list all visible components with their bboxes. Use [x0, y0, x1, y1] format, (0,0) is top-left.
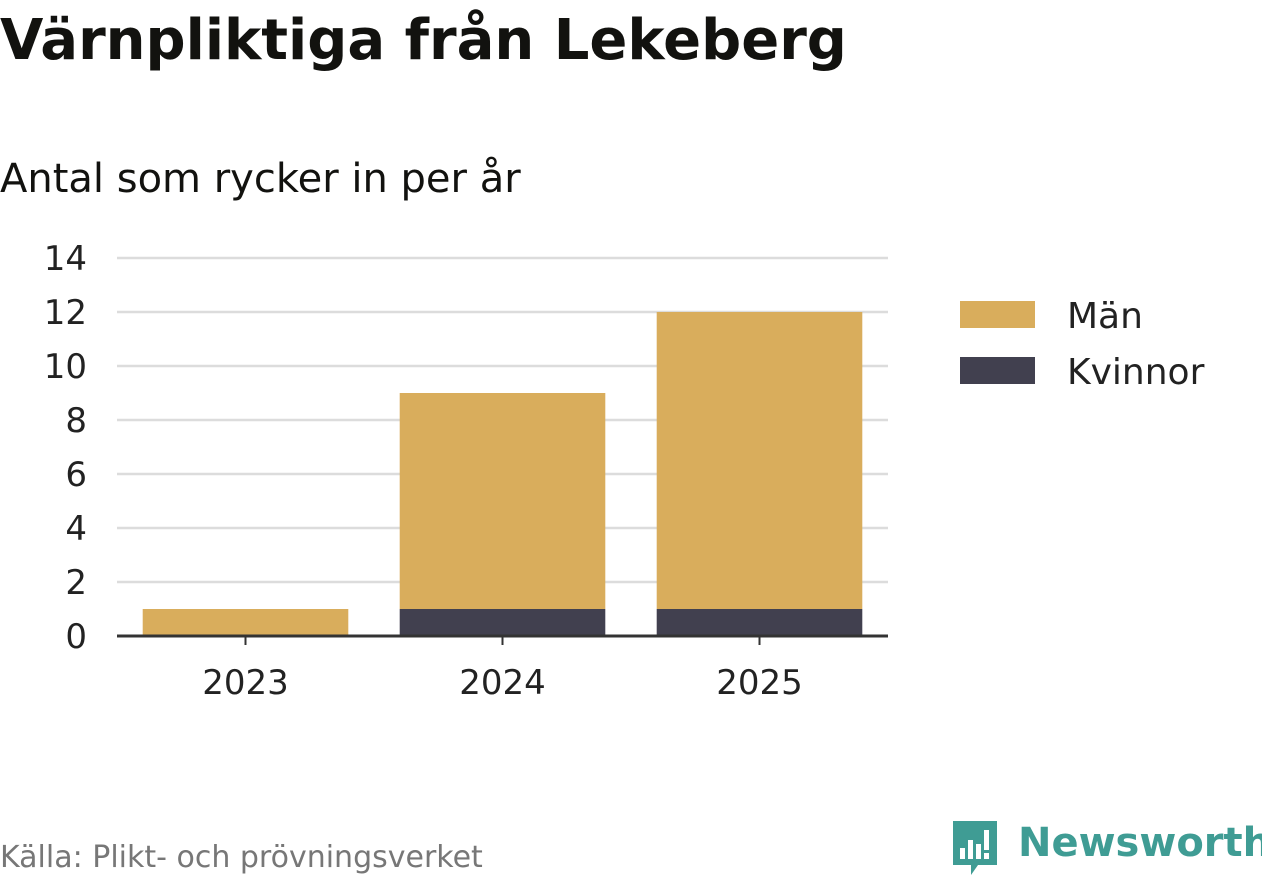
y-tick-label: 8	[65, 401, 87, 441]
bar-män-2024[interactable]	[399, 393, 606, 609]
x-axis-tick-labels: 2023 2024 2025	[202, 663, 803, 703]
chart-title: Värnpliktiga från Lekeberg	[0, 8, 847, 73]
y-tick-label: 12	[44, 293, 87, 333]
y-tick-label: 4	[65, 509, 87, 549]
bar-kvinnor-2024[interactable]	[399, 609, 606, 636]
source-note: Källa: Plikt- och prövningsverket	[0, 840, 483, 875]
bar-män-2023[interactable]	[142, 609, 349, 636]
brand-logo[interactable]: Newsworthy	[950, 818, 1262, 878]
chart-subtitle: Antal som rycker in per år	[0, 156, 521, 202]
legend-label-män: Män	[1067, 296, 1143, 337]
x-tick-label: 2023	[202, 663, 289, 703]
legend-swatch-kvinnor	[960, 357, 1035, 384]
y-tick-label: 6	[65, 455, 87, 495]
y-tick-label: 14	[44, 239, 87, 279]
x-axis	[117, 634, 888, 645]
x-tick-label: 2025	[716, 663, 803, 703]
legend: Män Kvinnor	[960, 296, 1205, 393]
y-axis-tick-labels: 0 2 4 6 8 10 12 14	[44, 239, 87, 657]
bars	[142, 312, 863, 636]
x-tick-label: 2024	[459, 663, 546, 703]
y-tick-label: 10	[44, 347, 87, 387]
y-tick-label: 0	[65, 617, 87, 657]
bar-män-2025[interactable]	[656, 312, 863, 609]
brand-name: Newsworthy	[1018, 820, 1262, 866]
legend-swatch-män	[960, 301, 1035, 328]
bar-kvinnor-2025[interactable]	[656, 609, 863, 636]
bar-chart-speech-bubble-icon	[953, 821, 997, 875]
y-tick-label: 2	[65, 563, 87, 603]
legend-label-kvinnor: Kvinnor	[1067, 352, 1205, 393]
